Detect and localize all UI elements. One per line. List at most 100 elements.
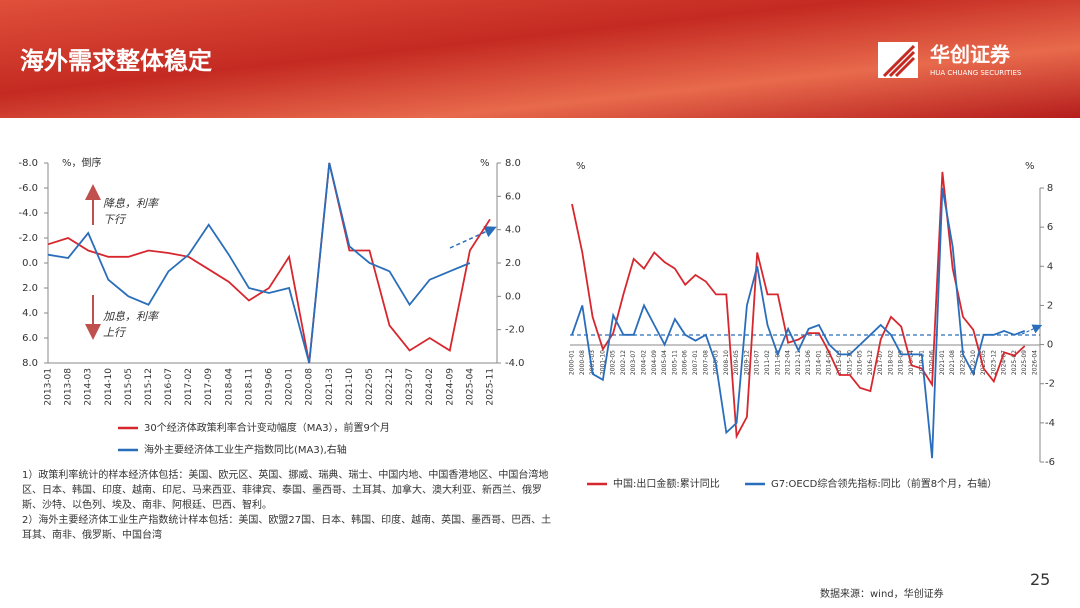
x-tick-label: 2022-12 [385,368,395,406]
series-line [571,171,1026,440]
x-tick-label: 2023-05 [980,350,987,375]
y2-tick-label: -2 [1045,379,1055,390]
x-tick-label: 2018-02 [887,350,894,375]
x-tick-label: 2000-08 [579,350,586,375]
y2-tick-label: 4 [1047,261,1053,272]
y2-tick-label: -2.0 [505,325,525,336]
x-tick-label: 2007-08 [702,350,709,375]
x-tick-label: 2015-12 [144,368,154,406]
axis-unit: %，倒序 [62,156,102,169]
x-tick-label: 2001-10 [599,350,606,375]
y-tick-label: 8.0 [22,358,38,369]
x-tick-label: 2005-04 [661,350,668,375]
legend-label: G7:OECD综合领先指标:同比（前置8个月，右轴） [771,477,997,490]
x-tick-label: 2021-01 [939,350,946,375]
x-tick-label: 2011-02 [764,350,771,375]
note: 2）海外主要经济体工业生产指数统计样本包括：美国、欧盟27国、日本、韩国、印度、… [22,515,552,541]
x-tick-label: 2012-11 [795,350,802,375]
x-tick-label: 2003-07 [630,350,637,375]
x-tick-label: 2013-08 [64,368,74,406]
axis-unit: % [1025,161,1035,172]
x-tick-label: 2009-05 [733,350,740,375]
x-tick-label: 2021-10 [345,368,355,406]
x-tick-label: 2009-12 [743,350,750,375]
x-tick-label: 2002-12 [620,350,627,375]
x-tick-label: 2021-03 [325,368,335,406]
source: 数据来源：wind，华创证券 [820,589,944,600]
y-tick-label: -4.0 [18,208,38,219]
x-tick-label: 2015-03 [836,350,843,375]
x-tick-label: 2004-09 [651,350,658,375]
note: 1）政策利率统计的样本经济体包括：美国、欧元区、英国、挪威、瑞典、瑞士、中国内地… [22,470,549,511]
x-tick-label: 2016-12 [867,350,874,375]
x-tick-label: 2018-11 [244,368,254,406]
x-tick-label: 2020-08 [305,368,315,406]
x-tick-label: 2024-02 [425,368,435,406]
x-tick-label: 2019-06 [265,368,275,406]
x-tick-label: 2020-06 [929,350,936,375]
y2-tick-label: 6.0 [505,191,521,202]
logo [878,42,918,78]
x-tick-label: 2016-07 [164,368,174,406]
series-line [47,162,471,364]
x-tick-label: 2012-04 [785,350,792,375]
x-tick-label: 2022-05 [365,368,375,406]
x-tick-label: 2017-07 [877,350,884,375]
y2-tick-label: 4.0 [505,225,521,236]
x-tick-label: 2024-07 [1001,350,1008,375]
x-tick-label: 2013-01 [44,368,54,406]
axis-unit: % [480,158,490,169]
y-tick-label: 2.0 [22,283,38,294]
y-tick-label: 0.0 [22,258,38,269]
x-tick-label: 2001-03 [589,350,596,375]
x-tick-label: 2021-08 [949,350,956,375]
y2-tick-label: -6 [1045,457,1055,468]
x-tick-label: 2014-08 [826,350,833,375]
x-tick-label: 2024-09 [445,368,455,406]
trend-arrow [449,226,497,249]
x-tick-label: 2008-10 [723,350,730,375]
x-tick-label: 2020-01 [285,368,295,406]
x-tick-label: 2026-04 [1032,350,1039,375]
x-tick-label: 2014-03 [84,368,94,406]
legend-label: 中国:出口金额:累计同比 [613,477,720,490]
x-tick-label: 2025-04 [465,368,475,406]
y2-tick-label: 0.0 [505,291,521,302]
x-tick-label: 2023-07 [405,368,415,406]
y2-tick-label: 0 [1047,340,1053,351]
x-tick-label: 2014-10 [104,368,114,406]
annotation: 降息，利率下行 [103,197,158,226]
x-tick-label: 2014-01 [815,350,822,375]
slide-title: 海外需求整体稳定 [20,47,212,75]
x-tick-label: 2002-05 [610,350,617,375]
y-tick-label: -8.0 [18,158,38,169]
x-tick-label: 2011-09 [774,350,781,375]
x-tick-label: 2005-11 [671,350,678,375]
x-tick-label: 2018-04 [224,368,234,406]
y-tick-label: -6.0 [18,183,38,194]
legend-label: 30个经济体政策利率合计变动幅度（MA3），前置9个月 [144,421,390,434]
legend-label: 海外主要经济体工业生产指数同比(MA3),右轴 [144,443,347,456]
logo-cn: 华创证券 [930,43,1011,67]
x-tick-label: 2022-10 [970,350,977,375]
x-tick-label: 2025-11 [486,368,496,406]
x-tick-label: 2023-12 [990,350,997,375]
x-tick-label: 2016-05 [857,350,864,375]
x-tick-label: 2000-01 [569,350,576,375]
y2-tick-label: 2.0 [505,258,521,269]
series-line [571,187,1026,459]
x-tick-label: 2025-09 [1021,350,1028,375]
x-tick-label: 2010-07 [754,350,761,375]
x-tick-label: 2013-06 [805,350,812,375]
y2-tick-label: 2 [1047,300,1053,311]
y-tick-label: 6.0 [22,333,38,344]
x-tick-label: 2015-05 [124,368,134,406]
x-tick-label: 2004-02 [641,350,648,375]
trend-arrow [1021,324,1043,335]
y2-tick-label: 8.0 [505,158,521,169]
x-tick-label: 2017-02 [184,368,194,406]
y2-tick-label: 6 [1047,222,1053,233]
x-tick-label: 2018-09 [898,350,905,375]
